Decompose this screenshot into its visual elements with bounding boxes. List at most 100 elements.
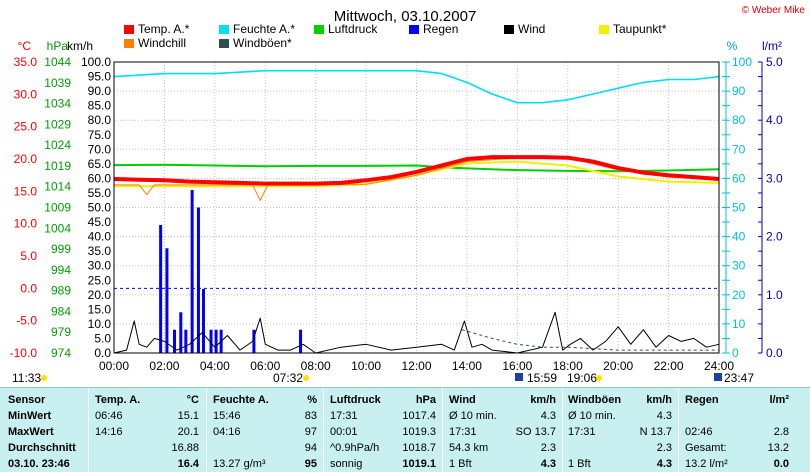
humidity-tick-label: 40 [732, 230, 746, 244]
legend-label: Luftdruck [328, 22, 378, 36]
temp-stats-time: 06:46 [95, 410, 123, 422]
wind-tick-label: 15.0 [88, 302, 112, 316]
pressure-stats-time: sonnig [330, 458, 363, 470]
wind-stats-value: SO 13.7 [515, 426, 556, 438]
wind-tick-label: 55.0 [88, 186, 112, 200]
wind-stats-unit: km/h [530, 394, 556, 406]
column-separator [88, 388, 89, 472]
time-tick-label: 22:00 [654, 359, 684, 373]
time-tick-label: 02:00 [149, 359, 179, 373]
pressure-stats-time: 17:31 [330, 410, 358, 422]
time-tick-label: 12:00 [401, 359, 431, 373]
humidity-stats-value: 95 [304, 458, 317, 470]
time-tick-label: 20:00 [603, 359, 633, 373]
wind-stats-time: 17:31 [449, 426, 477, 438]
row-label-current: 03.10. 23:46 [8, 458, 70, 470]
temp-tick-label: -5.0 [16, 314, 37, 328]
wind-tick-label: 60.0 [88, 171, 112, 185]
humidity-stats-value: 97 [304, 426, 317, 438]
humidity-tick-label: 60 [732, 171, 746, 185]
chart-title: Mittwoch, 03.10.2007 [334, 8, 477, 25]
pressure-tick-label: 1019 [44, 159, 71, 173]
rain-stats-value: 2.8 [773, 426, 789, 438]
wind-tick-label: 65.0 [88, 157, 112, 171]
rain-bar [201, 288, 205, 353]
rain-stats-value: 0.0 [773, 458, 789, 470]
wind-tick-label: 80.0 [88, 113, 112, 127]
humidity-stats-unit: % [307, 394, 317, 406]
gust-stats-value: 4.3 [656, 458, 672, 470]
legend-label: Taupunkt* [613, 22, 667, 36]
copyright-label: © Weber Mike [742, 5, 806, 16]
wind-tick-label: 30.0 [88, 259, 112, 273]
wind-tick-label: 90.0 [88, 84, 112, 98]
time-tick-label: 08:00 [301, 359, 331, 373]
wind-stats-time: Ø 10 min. [449, 410, 497, 422]
pressure-tick-label: 994 [51, 263, 71, 277]
legend-swatch [219, 39, 229, 48]
wind-tick-label: 70.0 [88, 142, 112, 156]
rain-bar [209, 329, 213, 353]
humidity-stats-time: 13.27 g/m³ [213, 458, 266, 470]
column-separator [442, 388, 443, 472]
rain-bar [184, 329, 188, 353]
wind-tick-label: 35.0 [88, 244, 112, 258]
wind-stats-value: 4.3 [540, 458, 556, 470]
wind-tick-label: 10.0 [88, 317, 112, 331]
wind-stats-value: 4.3 [540, 410, 556, 422]
temp-tick-label: 0.0 [20, 281, 37, 295]
legend-label: Wind [518, 22, 545, 36]
pressure-tick-label: 974 [51, 346, 71, 360]
rain-tick-label: 1.0 [766, 288, 783, 302]
rain-bar [159, 224, 163, 353]
temp-stats-title: Temp. A. [95, 394, 141, 406]
rain-bar [196, 207, 200, 353]
moon-icon [515, 373, 523, 381]
temp-tick-label: 25.0 [14, 120, 38, 134]
humidity-tick-label: 80 [732, 113, 746, 127]
temp-tick-label: 15.0 [14, 184, 38, 198]
gust-stats-time: 1 Bft [568, 458, 591, 470]
time-tick-label: 10:00 [351, 359, 381, 373]
humidity-tick-label: 70 [732, 142, 746, 156]
rain-stats-time: 13.2 l/m² [685, 458, 728, 470]
pressure-stats-value: 1017.4 [402, 410, 436, 422]
rain-axis-title: l/m² [762, 39, 782, 53]
wind-stats-time: 1 Bft [449, 458, 472, 470]
humidity-tick-label: 20 [732, 288, 746, 302]
pressure-stats-unit: hPa [415, 394, 436, 406]
time-tick-label: 06:00 [250, 359, 280, 373]
wind-tick-label: 100.0 [81, 55, 111, 69]
sunrise-time: 07:32 [273, 371, 303, 385]
pressure-tick-label: 1024 [44, 138, 71, 152]
legend-swatch [219, 25, 229, 34]
temp-stats-time: 14:16 [95, 426, 123, 438]
humidity-stats-time: 15:46 [213, 410, 241, 422]
wind-tick-label: 95.0 [88, 70, 112, 84]
temp-tick-label: 10.0 [14, 217, 38, 231]
pressure-tick-label: 979 [51, 325, 71, 339]
gust-stats-time: 17:31 [568, 426, 596, 438]
wind-stats-value: 2.3 [540, 442, 556, 454]
legend-swatch [599, 25, 609, 34]
time-tick-label: 24:00 [704, 359, 734, 373]
humidity-stats-value: 83 [304, 410, 317, 422]
pressure-tick-label: 1014 [44, 180, 71, 194]
rain-bar [173, 329, 176, 353]
gust-stats-time: Ø 10 min. [568, 410, 616, 422]
rain-stats-unit: l/m² [769, 394, 789, 406]
temp-tick-label: 30.0 [14, 87, 38, 101]
wind-tick-label: 0.0 [94, 346, 111, 360]
rain-tick-label: 5.0 [766, 55, 783, 69]
humidity-stats-time: 04:16 [213, 426, 241, 438]
rain-bars [159, 190, 303, 353]
legend-label: Temp. A.* [138, 22, 190, 36]
pressure-tick-label: 1044 [44, 55, 71, 69]
rain-bar [214, 329, 218, 353]
row-label-avg: Durchschnitt [8, 442, 76, 454]
statistics-table: Sensor MinWert MaxWert Durchschnitt 03.1… [0, 387, 810, 472]
legend-swatch [314, 25, 324, 34]
rain-bar [165, 248, 169, 353]
pressure-tick-label: 1004 [44, 221, 71, 235]
